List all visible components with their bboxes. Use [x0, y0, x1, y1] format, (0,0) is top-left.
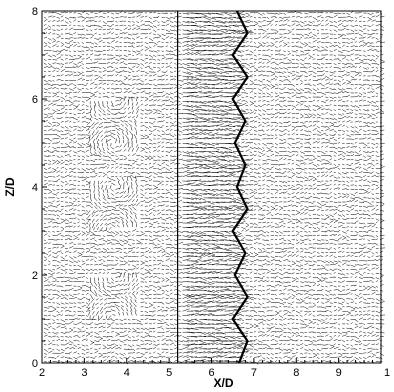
- x-axis-title: X/D: [213, 376, 233, 390]
- vector-arrows: [43, 10, 386, 365]
- x-tick-label: 2: [39, 367, 45, 379]
- x-tick-label: 7: [251, 367, 257, 379]
- x-tick-label: 4: [124, 367, 130, 379]
- x-axis-ticks: 2 3 4 5 6 7 8 9 1: [39, 358, 390, 379]
- x-tick-label: 6: [208, 367, 214, 379]
- y-tick-label: 0: [32, 358, 38, 370]
- x-tick-label: 9: [336, 367, 342, 379]
- plot-frame: [41, 10, 382, 364]
- y-tick-label: 6: [32, 94, 38, 106]
- y-axis-title: Z/D: [3, 177, 17, 197]
- x-tick-label: 1: [384, 367, 390, 379]
- x-tick-label: 5: [166, 367, 172, 379]
- y-tick-label: 2: [32, 270, 38, 282]
- y-tick-label: 4: [32, 182, 38, 194]
- y-tick-label: 8: [32, 6, 38, 18]
- jet-front-edge: [231, 10, 249, 364]
- x-tick-label: 3: [81, 367, 87, 379]
- x-tick-label: 8: [293, 367, 299, 379]
- y-axis-ticks: 0 2 4 6 8: [32, 6, 47, 370]
- vector-field-strokes: [43, 10, 386, 365]
